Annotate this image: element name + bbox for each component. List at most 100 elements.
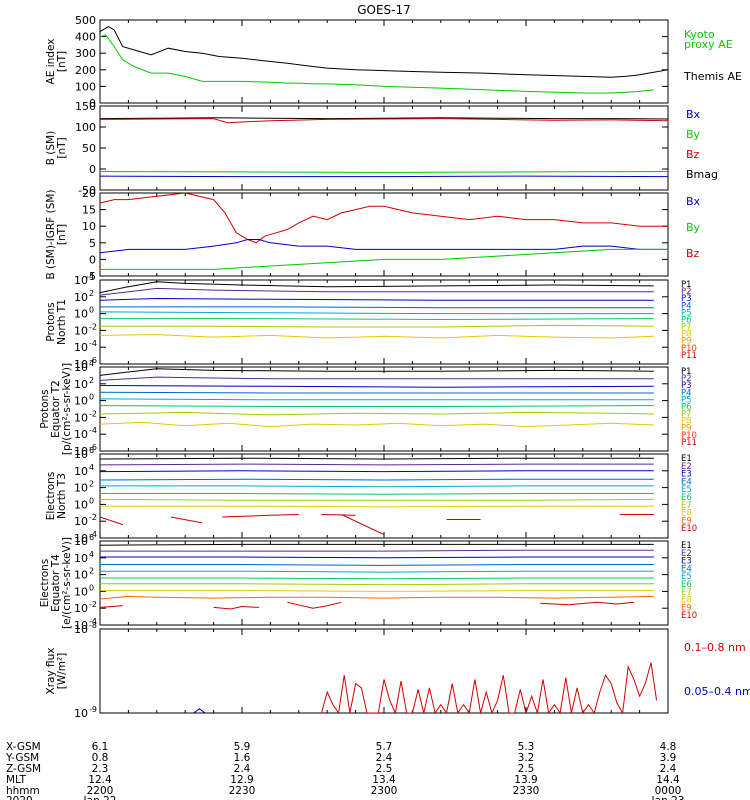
x-axis-value: 3.9 — [660, 752, 677, 764]
y-tick-exponent: -6 — [89, 443, 97, 452]
y-tick-label: 50 — [82, 142, 96, 155]
y-tick-exponent: 2 — [89, 376, 94, 385]
legend-entry: 0.05–0.4 nm — [684, 685, 750, 698]
series-line — [100, 421, 654, 428]
y-tick-exponent: 4 — [89, 359, 94, 368]
y-tick-label: 10 — [82, 220, 96, 233]
series-line — [100, 470, 654, 473]
x-axis-value: 0.8 — [92, 752, 109, 764]
panel-frame — [99, 192, 669, 277]
legend-entry: P5 — [681, 308, 692, 318]
y-tick-exponent: 0 — [89, 583, 94, 592]
y-tick-label: 10 — [74, 308, 88, 321]
legend-entry: P1 — [681, 367, 692, 377]
y-tick-label: 400 — [75, 31, 96, 44]
series-line — [100, 193, 668, 244]
y-axis-label: B (SM) — [45, 131, 57, 165]
legend-entry: P6 — [681, 315, 692, 325]
series-segment — [213, 605, 260, 610]
chart-title: GOES-17 — [357, 3, 411, 17]
x-axis-value: 12.9 — [230, 774, 253, 786]
y-axis-label: AE index — [45, 39, 57, 85]
series-line — [100, 556, 654, 559]
series-segment — [287, 601, 342, 609]
series-segment — [321, 514, 356, 516]
x-row-label: Y-GSM — [5, 752, 39, 764]
series-line — [100, 118, 668, 124]
series-line — [100, 463, 654, 466]
y-tick-label: 10 — [74, 358, 88, 371]
y-axis-label: [e/(cm²-s-sr-keV)] — [61, 537, 73, 629]
y-tick-exponent: -2 — [89, 322, 97, 331]
y-tick-label: 10 — [74, 535, 88, 548]
y-tick-label: 10 — [74, 623, 88, 636]
legend-entry: P8 — [681, 330, 692, 340]
y-tick-exponent: 0 — [89, 393, 94, 402]
series-line — [100, 583, 654, 586]
x-axis-value: 13.4 — [372, 774, 396, 786]
legend-entry: P4 — [681, 301, 692, 311]
legend-entry: E8 — [681, 596, 692, 606]
y-tick-label: 300 — [75, 47, 96, 60]
x-axis-value: 4.8 — [660, 741, 677, 753]
y-tick-label: 10 — [74, 291, 88, 304]
legend-entry: P3 — [681, 294, 692, 304]
x-axis-value: 1.6 — [234, 752, 251, 764]
series-line — [100, 26, 668, 78]
y-axis-label: [nT] — [56, 224, 68, 245]
y-tick-exponent: 0 — [89, 496, 94, 505]
y-tick-label: 10 — [74, 465, 88, 478]
y-tick-exponent: 6 — [89, 533, 94, 542]
legend-entry: 0.1–0.8 nm — [684, 641, 746, 654]
y-tick-exponent: -6 — [89, 356, 97, 365]
y-tick-label: 10 — [74, 515, 88, 528]
x-axis-value: 2.5 — [518, 763, 535, 775]
y-tick-label: 10 — [74, 619, 88, 632]
y-axis-label: [nT] — [56, 137, 68, 158]
series-segment — [540, 601, 634, 606]
legend-entry: E4 — [681, 564, 692, 574]
x-axis-table: X-GSMY-GSMZ-GSMMLThhmm20206.10.82.312.42… — [5, 741, 684, 800]
panel-frame — [99, 366, 669, 452]
y-tick-label: 15 — [82, 204, 96, 217]
series-line — [100, 570, 654, 573]
y-tick-label: 10 — [74, 324, 88, 337]
y-tick-label: 10 — [74, 361, 88, 374]
legend-entry: proxy AE — [684, 38, 733, 51]
legend-entry: P11 — [681, 351, 697, 361]
y-tick-exponent: -2 — [89, 513, 97, 522]
y-tick-label: -50 — [78, 184, 96, 197]
y-tick-exponent: -4 — [89, 339, 97, 348]
legend-entry: E3 — [681, 557, 692, 567]
series-line — [100, 398, 654, 401]
legend-entry: P10 — [681, 431, 697, 441]
legend-entry: P7 — [681, 410, 692, 420]
panel-frame — [99, 453, 669, 539]
legend-entry: E10 — [681, 524, 697, 534]
y-tick-exponent: -4 — [89, 530, 97, 539]
y-axis-label: B (SM)-IGRF (SM) — [45, 189, 57, 279]
y-tick-exponent: 4 — [89, 463, 94, 472]
y-axis-label: North T3 — [56, 473, 68, 519]
legend-entry: E7 — [681, 588, 692, 598]
y-tick-label: 10 — [74, 428, 88, 441]
y-tick-exponent: 2 — [89, 480, 94, 489]
y-tick-label: 10 — [74, 498, 88, 511]
y-tick-exponent: -8 — [89, 621, 97, 630]
series-line — [100, 549, 654, 552]
y-tick-label: 150 — [75, 100, 96, 113]
x-axis-value: 2.3 — [92, 763, 109, 775]
y-tick-label: -5 — [85, 270, 96, 283]
y-tick-label: 0 — [89, 253, 96, 266]
legend-entry: Bx — [686, 195, 701, 208]
y-tick-label: 100 — [75, 121, 96, 134]
series-line — [100, 287, 654, 296]
legend-entry: E2 — [681, 549, 692, 559]
series-line — [100, 590, 654, 592]
y-tick-label: 10 — [74, 532, 88, 545]
series-line — [100, 318, 654, 321]
legend-entry: E7 — [681, 501, 692, 511]
legend-entry: Bz — [686, 247, 700, 260]
